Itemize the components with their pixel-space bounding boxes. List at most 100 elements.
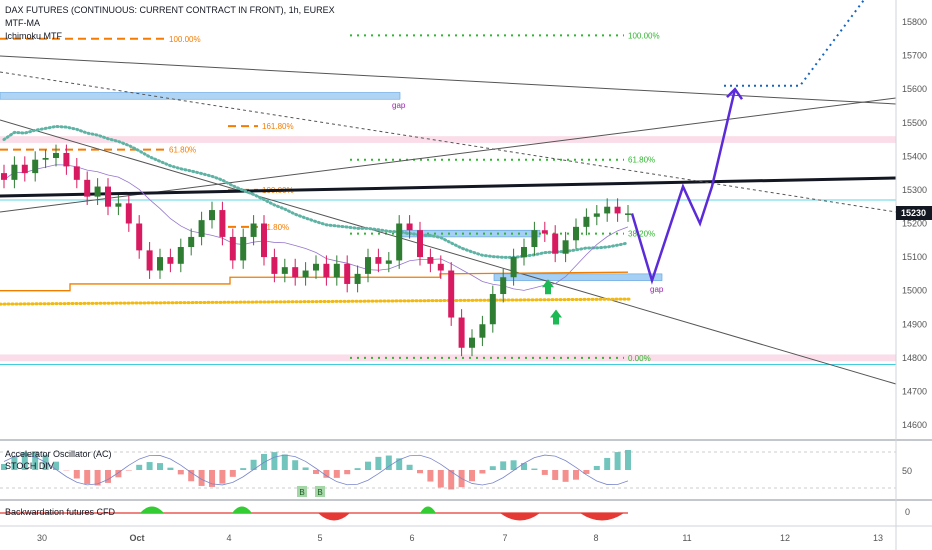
oscillator-bar (250, 459, 257, 470)
oscillator-bar (448, 470, 455, 490)
oscillator-bar (323, 470, 330, 478)
candle-body (541, 230, 548, 234)
fib-label-right: 0.00% (628, 354, 651, 363)
oscillator-bar (32, 451, 39, 470)
indicator-ichimoku: Ichimoku MTF (5, 31, 63, 41)
oscillator-bar (157, 463, 163, 470)
candle-body (292, 267, 299, 278)
oscillator-bar (84, 470, 91, 484)
oscillator-bar (333, 470, 340, 478)
candle-body (344, 263, 351, 284)
price-zone (0, 92, 401, 100)
candle-body (406, 223, 413, 231)
backwardation-positive (420, 506, 436, 513)
gridlines (0, 199, 896, 365)
oscillator-bar (94, 470, 101, 486)
oscillator-bar (125, 470, 132, 471)
oscillator-bar (365, 461, 371, 470)
oscillator-bar (541, 470, 548, 475)
oscillator-bar (281, 454, 288, 470)
candle-body (385, 260, 392, 264)
oscillator-bar (188, 470, 195, 482)
fib-label-right: 38.20% (628, 230, 655, 239)
price-zones: gap gap (0, 92, 896, 362)
projection-arrowhead (726, 87, 744, 100)
x-tick-label: 5 (317, 533, 322, 543)
candle-body (593, 213, 600, 217)
trend-line (0, 119, 897, 385)
fib-label-right: 100.00% (628, 31, 660, 40)
oscillator-bar (219, 470, 226, 484)
oscillator-bar (510, 460, 517, 470)
y-tick-label: 15800 (902, 17, 927, 27)
backwardation-positive (140, 506, 164, 513)
trend-line (0, 176, 897, 198)
oscillator-bar (271, 452, 278, 470)
trend-line (0, 71, 897, 213)
candle-body (500, 277, 507, 295)
candle-body (271, 257, 278, 274)
candle-body (21, 164, 28, 174)
oscillator-bar (209, 470, 215, 487)
y-tick-label: 14600 (902, 420, 927, 430)
backwardation-pane (0, 506, 628, 521)
bw-tick-label: 0 (905, 507, 910, 517)
ma-purple (3, 164, 629, 291)
oscillator-bar (344, 470, 351, 475)
candle-body (521, 247, 527, 258)
oscillator-bar (302, 467, 309, 470)
oscillator-bar (562, 470, 569, 482)
candle-body (417, 230, 423, 258)
oscillator-bar (292, 460, 299, 470)
ma-yellow-dotted (0, 297, 632, 306)
candle-body (167, 257, 174, 264)
last-price-box (896, 206, 932, 220)
candle-body (146, 250, 153, 271)
candle-body (94, 186, 101, 197)
candle-body (604, 206, 611, 214)
candle-body (84, 179, 91, 197)
oscillator-bar (417, 470, 423, 474)
oscillator-bar (396, 458, 403, 470)
div-badge (315, 486, 325, 497)
oscillator-bar (375, 456, 382, 470)
x-tick-label: 7 (502, 533, 507, 543)
candle-body (177, 247, 184, 264)
candle-body (437, 263, 444, 271)
trend-lines (0, 55, 897, 385)
oscillator-bar (552, 470, 559, 480)
oscillator-bar (521, 463, 527, 470)
oscillator-bar (1, 464, 7, 470)
fib-label-left: 61.80% (262, 223, 289, 232)
oscillator-bar (479, 470, 486, 474)
y-tick-label: 14700 (902, 386, 927, 396)
oscillator-bar (604, 457, 611, 470)
candle-body (73, 166, 80, 180)
candle-body (552, 233, 559, 254)
y-tick-label: 15700 (902, 51, 927, 61)
oscillator-bar (313, 470, 319, 474)
trend-line (0, 97, 897, 213)
stoch-div-label: STOCH DIV (5, 461, 54, 471)
x-tick-label: Oct (129, 533, 144, 543)
candle-body (323, 263, 330, 278)
x-tick-label: 8 (593, 533, 598, 543)
oscillator-bar (614, 452, 621, 470)
div-badge-label: B (317, 488, 322, 497)
osc-tick-label: 50 (902, 466, 912, 476)
backwardation-positive (232, 506, 252, 513)
candle-body (219, 210, 226, 237)
fib-label-left: 100.00% (169, 35, 201, 44)
candle-body (458, 317, 465, 348)
zone-label: gap (392, 101, 406, 110)
oscillator-bar (11, 456, 18, 470)
oscillator-bar (573, 470, 579, 480)
oscillator-bar (489, 466, 496, 470)
backwardation-negative (580, 513, 624, 521)
candle-body (125, 203, 132, 224)
candle-body (105, 186, 111, 207)
div-badge (297, 486, 307, 497)
candle-body (313, 263, 319, 271)
